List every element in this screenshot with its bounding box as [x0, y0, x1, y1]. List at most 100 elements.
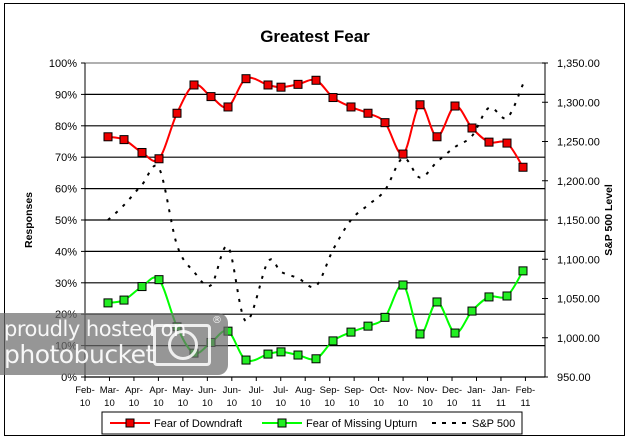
- data-point-marker: [241, 74, 251, 84]
- x-tick-label: Jan-: [467, 385, 485, 396]
- data-point-marker: [398, 280, 408, 290]
- camera-icon: [153, 324, 211, 366]
- x-tick-label: Apr-: [125, 385, 143, 396]
- y-tick-label: 30%: [55, 278, 77, 290]
- legend-label-sp500: S&P 500: [472, 418, 515, 430]
- x-tick-label: 10: [129, 398, 140, 409]
- y-axis-label: Responses: [23, 192, 35, 248]
- y2-tick-label: 1,100.00: [557, 254, 600, 266]
- x-axis: Feb- 10 Mar- 10 Apr- 10 Apr- 10 May- 10 Jun- 10 Jun-…: [75, 376, 545, 409]
- x-tick-label: 10: [398, 398, 409, 409]
- data-point-marker: [137, 282, 147, 292]
- data-point-marker: [276, 347, 286, 357]
- y2-tick-label: 1,000.00: [557, 333, 600, 345]
- x-tick-label: 11: [472, 398, 482, 409]
- x-tick-label: 10: [251, 398, 262, 409]
- x-tick-label: Mar-: [100, 385, 120, 396]
- data-point-marker: [263, 349, 273, 359]
- camera-lens-icon: [168, 330, 198, 360]
- y2-tick-label: 1,250.00: [557, 137, 600, 149]
- photobucket-watermark: proudly hosted on photobucket ®: [0, 313, 228, 375]
- x-tick-label: 10: [227, 398, 238, 409]
- data-point-marker: [328, 336, 338, 346]
- x-tick-label: Apr-: [149, 385, 167, 396]
- x-tick-label: Feb-: [516, 385, 536, 396]
- data-point-marker: [432, 132, 442, 142]
- x-tick-label: Dec-: [442, 385, 462, 396]
- data-point-marker: [293, 350, 303, 360]
- y-tick-label: 90%: [55, 89, 77, 101]
- data-point-marker: [263, 80, 273, 90]
- x-tick-label: 10: [153, 398, 164, 409]
- legend-item-missing-upturn: Fear of Missing Upturn: [262, 418, 417, 430]
- data-point-marker: [484, 137, 494, 147]
- data-point-marker: [518, 266, 528, 276]
- y-tick-label: 70%: [55, 152, 77, 164]
- data-point-marker: [380, 118, 390, 128]
- data-point-marker: [346, 102, 356, 112]
- data-point-marker: [189, 80, 199, 90]
- data-point-marker: [119, 295, 129, 305]
- x-tick-label: Oct-: [370, 385, 388, 396]
- data-point-marker: [432, 297, 442, 307]
- data-point-marker: [103, 298, 113, 308]
- data-point-marker: [206, 92, 216, 102]
- data-point-marker: [293, 79, 303, 89]
- data-point-marker: [467, 123, 477, 133]
- x-tick-label: 10: [104, 398, 115, 409]
- data-point-marker: [502, 138, 512, 148]
- data-point-marker: [484, 292, 494, 302]
- y-tick-label: 60%: [55, 184, 77, 196]
- data-point-marker: [467, 306, 477, 316]
- x-tick-label: Jun-: [223, 385, 241, 396]
- x-tick-label: Jan-: [492, 385, 510, 396]
- x-tick-label: Nov-: [418, 385, 438, 396]
- y2-tick-label: 1,300.00: [557, 97, 600, 109]
- y-tick-label: 40%: [55, 246, 77, 258]
- legend: Fear of Downdraft Fear of Missing Upturn…: [101, 411, 523, 435]
- series-s-p-500: [107, 83, 524, 323]
- x-tick-label: 10: [275, 398, 286, 409]
- x-tick-label: Jun-: [198, 385, 216, 396]
- data-point-marker: [154, 154, 164, 164]
- x-tick-label: Jul-: [249, 385, 264, 396]
- y2-tick-label: 1,350.00: [557, 58, 600, 70]
- y-tick-label: 50%: [55, 215, 77, 227]
- y2-tick-label: 950.00: [557, 372, 591, 384]
- x-tick-label: 10: [178, 398, 189, 409]
- data-point-marker: [450, 328, 460, 338]
- data-point-marker: [363, 108, 373, 118]
- data-point-marker: [154, 275, 164, 285]
- x-tick-label: 10: [373, 398, 384, 409]
- x-tick-label: 10: [422, 398, 433, 409]
- data-point-marker: [346, 327, 356, 337]
- green-square-marker-icon: [277, 418, 287, 428]
- registered-mark: ®: [212, 315, 222, 326]
- y-tick-label: 100%: [49, 58, 77, 70]
- x-tick-label: 10: [447, 398, 458, 409]
- x-tick-label: Sep-: [344, 385, 364, 396]
- data-point-marker: [119, 135, 129, 145]
- data-point-marker: [241, 355, 251, 365]
- x-tick-label: 10: [349, 398, 360, 409]
- x-tick-label: 10: [324, 398, 335, 409]
- data-point-marker: [311, 75, 321, 85]
- data-point-marker: [415, 329, 425, 339]
- data-point-marker: [502, 291, 512, 301]
- y2-tick-label: 1,050.00: [557, 294, 600, 306]
- x-tick-label: Nov-: [393, 385, 413, 396]
- data-point-marker: [380, 312, 390, 322]
- y2-tick-label: 1,150.00: [557, 215, 600, 227]
- x-tick-label: Feb-: [75, 385, 95, 396]
- data-point-marker: [137, 147, 147, 157]
- data-point-marker: [328, 93, 338, 103]
- red-square-marker-icon: [125, 418, 135, 428]
- x-tick-label: 10: [80, 398, 91, 409]
- data-point-marker: [415, 100, 425, 110]
- data-point-marker: [172, 108, 182, 118]
- data-point-marker: [223, 102, 233, 112]
- y-tick-label: 0%: [61, 372, 77, 384]
- series-fear-of-downdraft: [103, 74, 528, 172]
- x-tick-label: Aug-: [295, 385, 315, 396]
